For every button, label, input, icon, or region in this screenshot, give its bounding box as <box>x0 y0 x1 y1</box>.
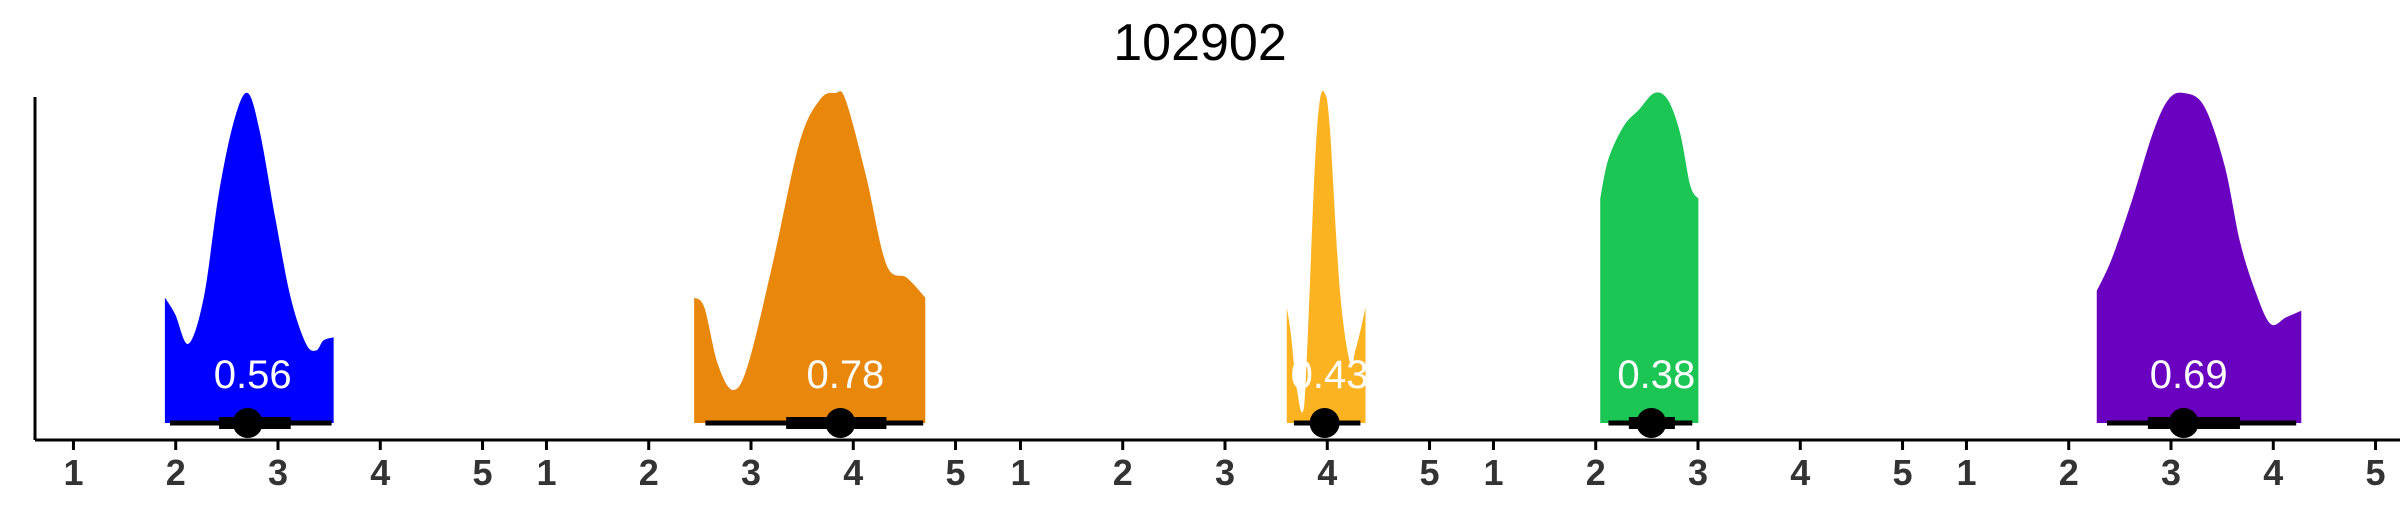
x-tick-label: 2 <box>2059 452 2079 493</box>
point-estimate <box>2168 408 2199 438</box>
point-estimate <box>232 408 263 438</box>
panel-1: 0.56 1 2 3 4 5 <box>35 92 520 493</box>
x-tick-label: 3 <box>1215 452 1235 493</box>
x-tick-label: 2 <box>1113 452 1133 493</box>
x-tick-label: 5 <box>946 452 966 493</box>
value-label: 0.69 <box>2150 353 2228 397</box>
x-tick-label: 3 <box>1688 452 1708 493</box>
x-tick-label: 2 <box>166 452 186 493</box>
point-estimate <box>1309 408 1340 438</box>
chart-panels: 0.561 2 3 4 50.781 2 3 4 50.431 2 3 4 50.381 2 3 4 50.69… <box>33 90 2400 493</box>
panel-4: 0.38 1 2 3 4 5 <box>1455 92 1940 493</box>
point-estimate <box>1636 408 1667 438</box>
density-area <box>164 92 334 423</box>
x-tick-label: 5 <box>2366 452 2386 493</box>
density-area <box>694 91 926 423</box>
x-tick-label: 1 <box>63 452 83 493</box>
x-tick-label: 4 <box>843 452 863 493</box>
x-tick-label: 4 <box>1317 452 1337 493</box>
x-tick-label: 3 <box>268 452 288 493</box>
value-label: 0.38 <box>1617 353 1695 397</box>
x-tick-label: 1 <box>536 452 556 493</box>
x-tick-label: 5 <box>473 452 493 493</box>
x-tick-label: 4 <box>1790 452 1810 493</box>
x-tick-label: 2 <box>1586 452 1606 493</box>
x-tick-label: 3 <box>741 452 761 493</box>
x-tick-label: 3 <box>2161 452 2181 493</box>
x-tick-label: 5 <box>1893 452 1913 493</box>
x-tick-label: 4 <box>370 452 390 493</box>
density-area <box>1286 90 1366 423</box>
x-tick-label: 1 <box>1956 452 1976 493</box>
value-label: 0.43 <box>1291 353 1369 397</box>
value-label: 0.56 <box>214 353 292 397</box>
panel-5: 0.69 1 2 3 4 5 <box>1928 92 2400 493</box>
density-area <box>1600 92 1699 423</box>
x-tick-label: 4 <box>2263 452 2283 493</box>
panel-2: 0.78 1 2 3 4 5 <box>508 91 993 493</box>
panel-3: 0.43 1 2 3 4 5 <box>982 90 1467 493</box>
point-estimate <box>825 408 856 438</box>
x-tick-label: 1 <box>1483 452 1503 493</box>
density-area <box>2096 92 2302 423</box>
chart-title: 102902 <box>1113 14 1287 72</box>
x-tick-label: 5 <box>1420 452 1440 493</box>
x-tick-label: 1 <box>1010 452 1030 493</box>
value-label: 0.78 <box>806 353 884 397</box>
x-tick-label: 2 <box>639 452 659 493</box>
